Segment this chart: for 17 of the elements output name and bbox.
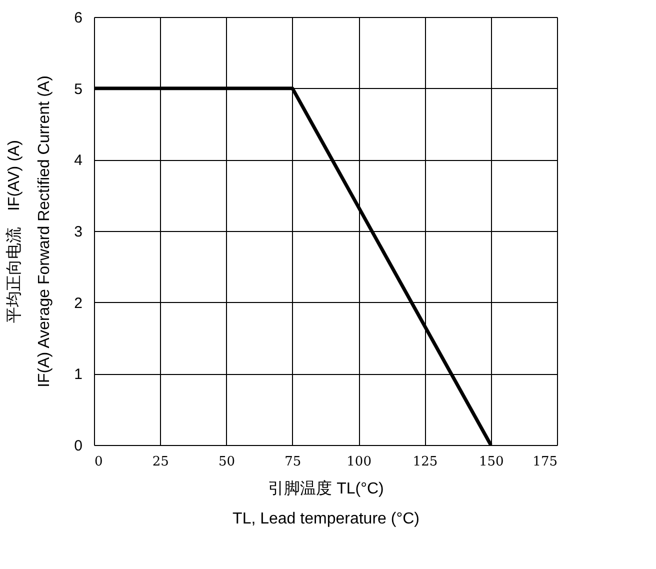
y-tick-label: 1 (74, 366, 82, 384)
x-tick-label: 175 (532, 454, 558, 470)
y-axis-title: 平均正向电流 IF(AV) (A) IF(A) Average Forward Rectified Current (A) (5, 76, 54, 388)
y-tick-label: 4 (74, 152, 82, 170)
x-tick-label: 125 (412, 454, 438, 470)
x-tick-label: 25 (152, 454, 169, 470)
y-tick-label: 2 (74, 294, 82, 312)
y-tick-label: 3 (74, 224, 82, 240)
x-tick-label: 100 (346, 454, 372, 470)
x-tick-label: 0 (94, 454, 103, 470)
y-tick-label: 0 (74, 438, 82, 454)
x-tick-label: 75 (284, 454, 302, 470)
x-tick-label: 150 (478, 454, 504, 470)
y-tick-label: 6 (74, 10, 82, 26)
x-axis-title: 引脚温度 TL(°C) TL, Lead temperature (°C) (232, 480, 420, 528)
x-tick-label: 50 (218, 454, 236, 470)
y-tick-label: 5 (74, 80, 82, 98)
